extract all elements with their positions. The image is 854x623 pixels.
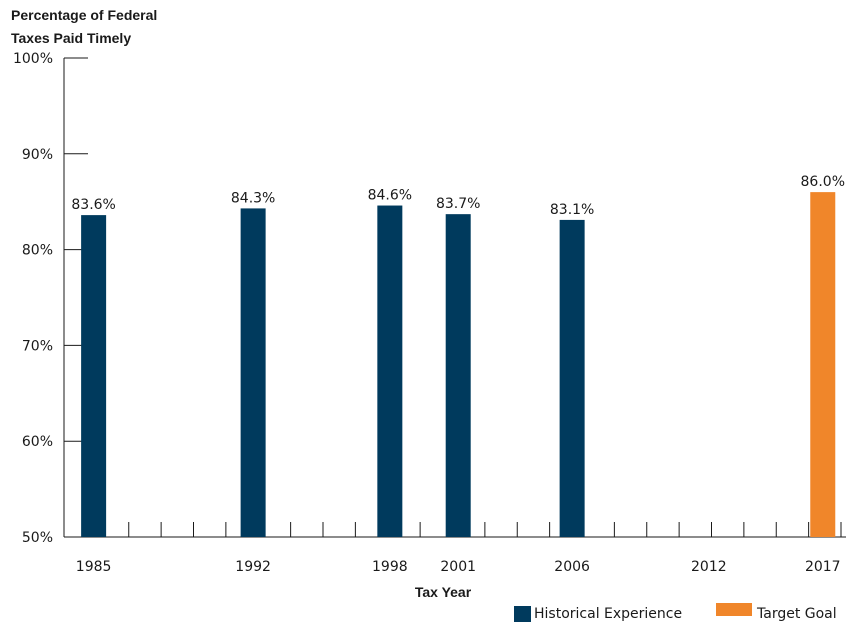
bar-data-label: 86.0%	[801, 174, 845, 190]
bar-data-label: 83.1%	[550, 202, 594, 218]
bar-historical	[81, 215, 107, 537]
bar-historical	[377, 205, 403, 538]
bar-labels: 83.6% 84.3% 84.6% 83.7% 83.1% 86.0%	[71, 174, 845, 218]
y-tick-label: 50%	[22, 530, 53, 546]
legend-label-historical: Historical Experience	[534, 606, 682, 622]
x-axis-title: Tax Year	[415, 584, 472, 600]
legend-label-target: Target Goal	[756, 606, 837, 622]
y-tick-label: 90%	[22, 147, 53, 163]
y-axis: 100% 90% 80% 70% 60% 50%	[13, 51, 88, 546]
legend-swatch-target	[716, 603, 752, 616]
y-axis-title-line-1: Percentage of Federal	[11, 7, 157, 23]
bar-historical	[559, 219, 585, 538]
x-tick-label: 2006	[554, 559, 590, 575]
bar-data-label: 84.3%	[231, 190, 275, 206]
legend-swatch-historical	[514, 606, 531, 622]
y-tick-label: 60%	[22, 434, 53, 450]
bar-historical	[240, 208, 266, 537]
bar-data-label: 83.7%	[436, 196, 480, 212]
bar-target	[810, 192, 836, 537]
x-tick-label: 1992	[235, 559, 271, 575]
bar-data-label: 83.6%	[71, 197, 115, 213]
legend: Historical Experience Target Goal	[514, 603, 837, 622]
x-tick-label: 2001	[440, 559, 476, 575]
bar-historical	[445, 214, 471, 538]
bars	[81, 192, 836, 538]
bar-data-label: 84.6%	[368, 188, 412, 204]
x-tick-label: 1985	[76, 559, 112, 575]
x-tick-label: 2012	[691, 559, 727, 575]
y-axis-title-line-2: Taxes Paid Timely	[11, 30, 131, 46]
y-tick-label: 70%	[22, 338, 53, 354]
x-tick-label: 1998	[372, 559, 408, 575]
x-tick-label: 2017	[805, 559, 841, 575]
y-tick-label: 80%	[22, 243, 53, 259]
y-tick-label: 100%	[13, 51, 53, 67]
x-axis: 1985 1992 1998 2001 2006 2012 2017	[64, 522, 846, 575]
